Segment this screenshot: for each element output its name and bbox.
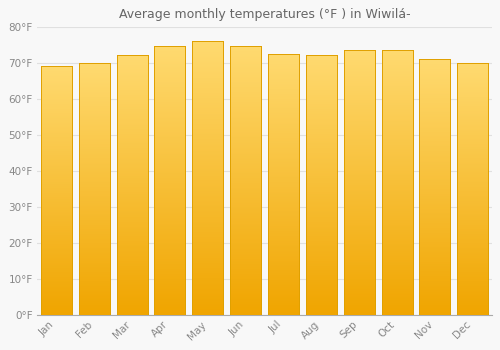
Title: Average monthly temperatures (°F ) in Wiwilá-: Average monthly temperatures (°F ) in Wi… bbox=[118, 8, 410, 21]
